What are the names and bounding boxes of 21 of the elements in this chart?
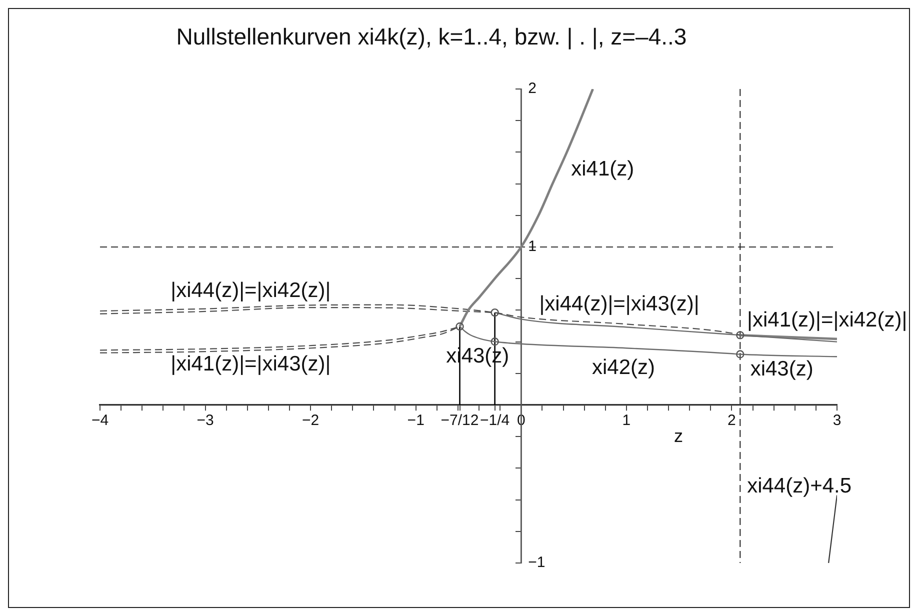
annotation: |xi41(z)|=|xi42(z)|: [747, 308, 908, 332]
annotation: |xi41(z)|=|xi43(z)|: [170, 352, 331, 376]
chart-title: Nullstellenkurven xi4k(z), k=1..4, bzw. | . |, z=–4..3: [176, 23, 687, 50]
x-tick-label: −1: [407, 412, 424, 430]
annotation: xi44(z)+4.5: [747, 474, 852, 498]
y-tick-label: −1: [528, 554, 546, 572]
x-tick-label: −2: [302, 412, 320, 430]
x-axis-title: z: [674, 426, 684, 446]
x-tick-label: 1: [622, 412, 631, 430]
annotation: xi42(z): [592, 356, 655, 379]
x-tick-label: −7/12: [440, 412, 479, 430]
annotation: |xi44(z)|=|xi42(z)|: [170, 279, 331, 302]
x-tick-label: 2: [728, 412, 736, 430]
annotation: |xi44(z)|=|xi43(z)|: [539, 292, 700, 316]
x-tick-label: −1/4: [480, 412, 510, 430]
x-tick-label: −3: [196, 412, 214, 430]
x-tick-label: 3: [832, 412, 842, 430]
annotation: xi41(z): [571, 157, 634, 180]
annotation: xi43(z): [750, 358, 814, 381]
y-tick-label: 2: [528, 80, 536, 98]
x-tick-label: −4: [91, 412, 109, 430]
